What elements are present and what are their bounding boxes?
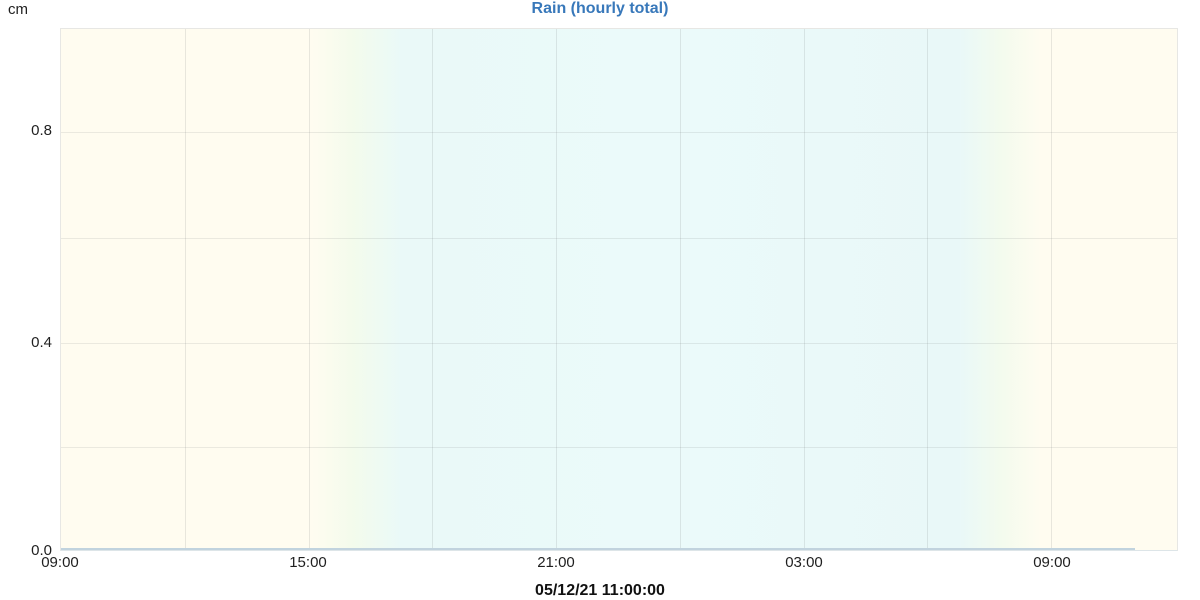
gridline-vertical [679,29,681,550]
chart-plot-area[interactable] [60,28,1178,551]
gridline-vertical [556,29,558,550]
current-timestamp-label: 05/12/21 11:00:00 [535,582,665,599]
rain-series-line [61,548,1135,550]
x-tick-label: 21:00 [537,554,575,571]
gridline-vertical [184,29,186,550]
gridline-horizontal [61,131,1177,133]
gridline-horizontal [61,447,1177,449]
y-axis-unit-label: cm [8,1,28,18]
gridline-vertical [803,29,805,550]
gridline-horizontal [61,237,1177,239]
gridline-vertical [432,29,434,550]
gridline-vertical [1051,29,1053,550]
gridline-horizontal [61,342,1177,344]
x-tick-label: 09:00 [1033,554,1071,571]
x-tick-label: 03:00 [785,554,823,571]
gridline-vertical [308,29,310,550]
y-tick-label: 0.0 [31,542,52,559]
gridline-vertical [927,29,929,550]
chart-title: Rain (hourly total) [531,0,669,17]
y-tick-label: 0.8 [31,122,52,139]
x-tick-label: 09:00 [41,554,79,571]
x-tick-label: 15:00 [289,554,327,571]
y-tick-label: 0.4 [31,334,52,351]
